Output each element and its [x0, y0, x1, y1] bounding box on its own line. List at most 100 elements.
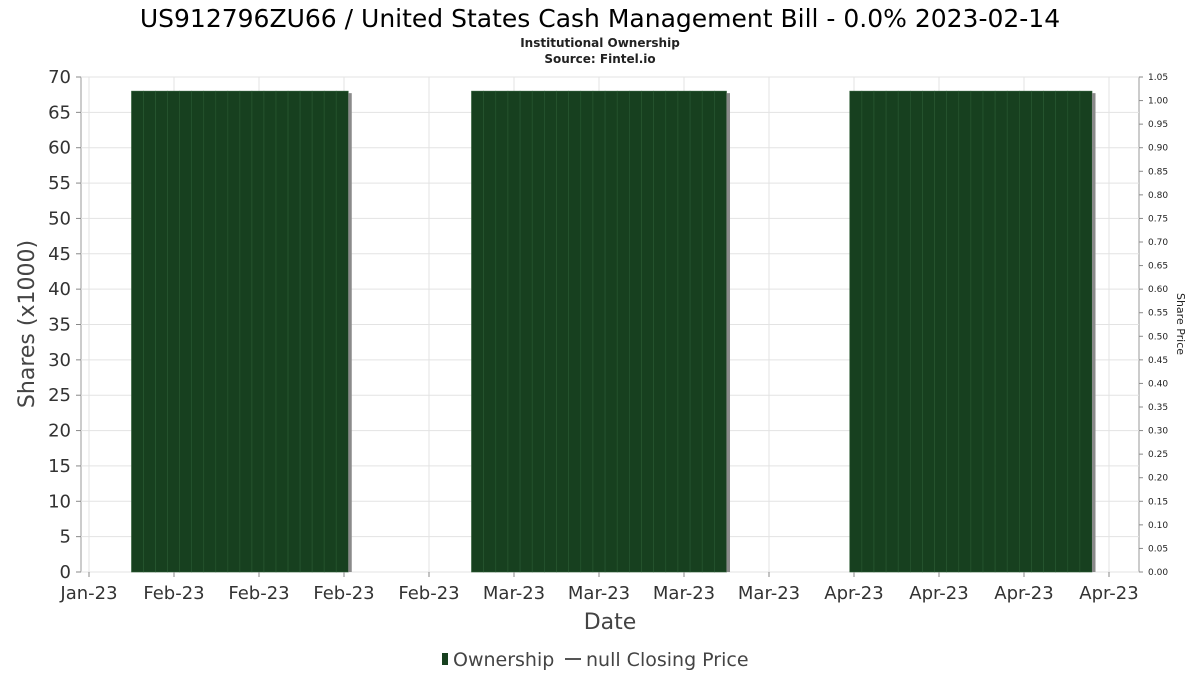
ownership-bar	[299, 90, 313, 573]
x-tick-label: Jan-23	[59, 583, 117, 604]
legend-ownership-label: Ownership	[453, 649, 554, 671]
ownership-bar	[922, 90, 935, 573]
ownership-bar	[701, 90, 715, 573]
ownership-bar	[323, 90, 337, 573]
ownership-bars	[131, 90, 1096, 573]
ownership-bar	[1006, 90, 1020, 573]
ownership-bar	[1031, 90, 1044, 573]
ownership-bar	[861, 90, 875, 573]
y2-tick-label: 0.30	[1148, 427, 1168, 437]
x-tick-label: Mar-23	[738, 583, 800, 604]
y2-tick-label: 0.95	[1148, 120, 1168, 130]
x-tick-label: Apr-23	[909, 583, 968, 604]
ownership-bar	[665, 90, 679, 573]
y2-tick-label: 0.45	[1148, 356, 1168, 366]
y2-tick-label: 0.35	[1148, 403, 1168, 413]
ownership-bar	[1079, 90, 1093, 573]
y-tick-label: 0	[60, 562, 71, 583]
x-axis: Jan-23 Feb-23 Feb-23 Feb-23 Feb-23 Mar-23 Mar-…	[59, 572, 1139, 604]
ownership-bar	[131, 90, 144, 573]
ownership-bar-shadow	[1092, 93, 1096, 573]
ownership-bar	[1043, 90, 1056, 573]
y2-tick-label: 0.75	[1148, 214, 1168, 224]
ownership-bar	[556, 90, 569, 573]
y-tick-label: 60	[48, 138, 71, 159]
ownership-bar	[946, 90, 960, 573]
x-tick-label: Mar-23	[483, 583, 545, 604]
ownership-bar	[970, 90, 984, 573]
ownership-bar	[604, 90, 618, 573]
x-tick-label: Feb-23	[313, 583, 374, 604]
ownership-bar	[287, 90, 301, 573]
x-tick-label: Apr-23	[994, 583, 1053, 604]
y2-tick-label: 0.25	[1148, 450, 1168, 460]
y2-tick-label: 0.50	[1148, 332, 1168, 342]
x-tick-label: Apr-23	[1079, 583, 1138, 604]
ownership-bar	[592, 90, 606, 573]
ownership-bar	[849, 90, 863, 573]
y-axis-right: 0.00 0.05 0.10 0.15 0.20 0.25 0.30 0.35 0.40 0.45…	[1139, 73, 1168, 578]
ownership-bar	[531, 90, 545, 573]
ownership-bar-shadow	[726, 93, 730, 573]
chart-title: US912796ZU66 / United States Cash Manage…	[140, 4, 1060, 33]
y-tick-label: 35	[48, 315, 71, 336]
y2-tick-label: 0.15	[1148, 497, 1168, 507]
y2-tick-label: 0.10	[1148, 521, 1168, 531]
x-tick-label: Feb-23	[228, 583, 289, 604]
y2-tick-label: 0.70	[1148, 238, 1168, 248]
ownership-bar	[982, 90, 996, 573]
ownership-bar	[215, 90, 229, 573]
y2-tick-label: 0.60	[1148, 285, 1168, 295]
legend-closing-price-label: null Closing Price	[586, 649, 749, 671]
ownership-bar	[471, 90, 484, 573]
ownership-bar	[934, 90, 947, 573]
ownership-bar	[616, 90, 630, 573]
y-tick-label: 15	[48, 456, 71, 477]
legend: Ownership null Closing Price	[442, 649, 749, 671]
y-tick-label: 5	[60, 527, 71, 548]
ownership-bar	[239, 90, 253, 573]
ownership-bar-shadow	[348, 93, 352, 573]
ownership-bar	[1019, 90, 1032, 573]
ownership-bar	[910, 90, 923, 573]
chart-subtitle-line-1: Institutional Ownership	[520, 36, 680, 50]
y-tick-label: 25	[48, 385, 71, 406]
y-tick-label: 10	[48, 491, 71, 512]
chart-subtitle-line-2: Source: Fintel.io	[544, 52, 655, 66]
x-tick-label: Feb-23	[398, 583, 459, 604]
x-axis-title: Date	[584, 610, 637, 635]
ownership-bar	[155, 90, 168, 573]
y2-tick-label: 0.65	[1148, 262, 1168, 272]
ownership-bar	[580, 90, 594, 573]
ownership-bar	[335, 90, 349, 573]
ownership-bar	[677, 90, 691, 573]
y2-tick-label: 1.00	[1148, 97, 1168, 107]
ownership-bar	[191, 90, 205, 573]
y2-tick-label: 0.00	[1148, 568, 1168, 578]
y-tick-label: 45	[48, 244, 71, 265]
ownership-bar	[885, 90, 899, 573]
y-tick-label: 55	[48, 173, 71, 194]
ownership-bar	[227, 90, 241, 573]
y-tick-label: 50	[48, 208, 71, 229]
y2-axis-title: Share Price	[1174, 293, 1187, 355]
ownership-bar	[544, 90, 557, 573]
x-tick-label: Feb-23	[143, 583, 204, 604]
ownership-bar	[311, 90, 325, 573]
ownership-bar	[689, 90, 703, 573]
ownership-bar	[568, 90, 582, 573]
ownership-bar	[495, 90, 509, 573]
y2-tick-label: 0.20	[1148, 474, 1168, 484]
x-tick-label: Mar-23	[568, 583, 630, 604]
y-axis-left: 0 5 10 15 20 25 30 35 40 45 50 55 60 65 70	[48, 67, 81, 583]
y2-tick-label: 0.55	[1148, 309, 1168, 319]
ownership-bar	[873, 90, 887, 573]
ownership-bar	[994, 90, 1008, 573]
legend-ownership-swatch	[442, 653, 448, 665]
y-tick-label: 40	[48, 279, 71, 300]
ownership-bar	[1055, 90, 1069, 573]
ownership-bar	[483, 90, 497, 573]
y-tick-label: 30	[48, 350, 71, 371]
y-tick-label: 70	[48, 67, 71, 88]
